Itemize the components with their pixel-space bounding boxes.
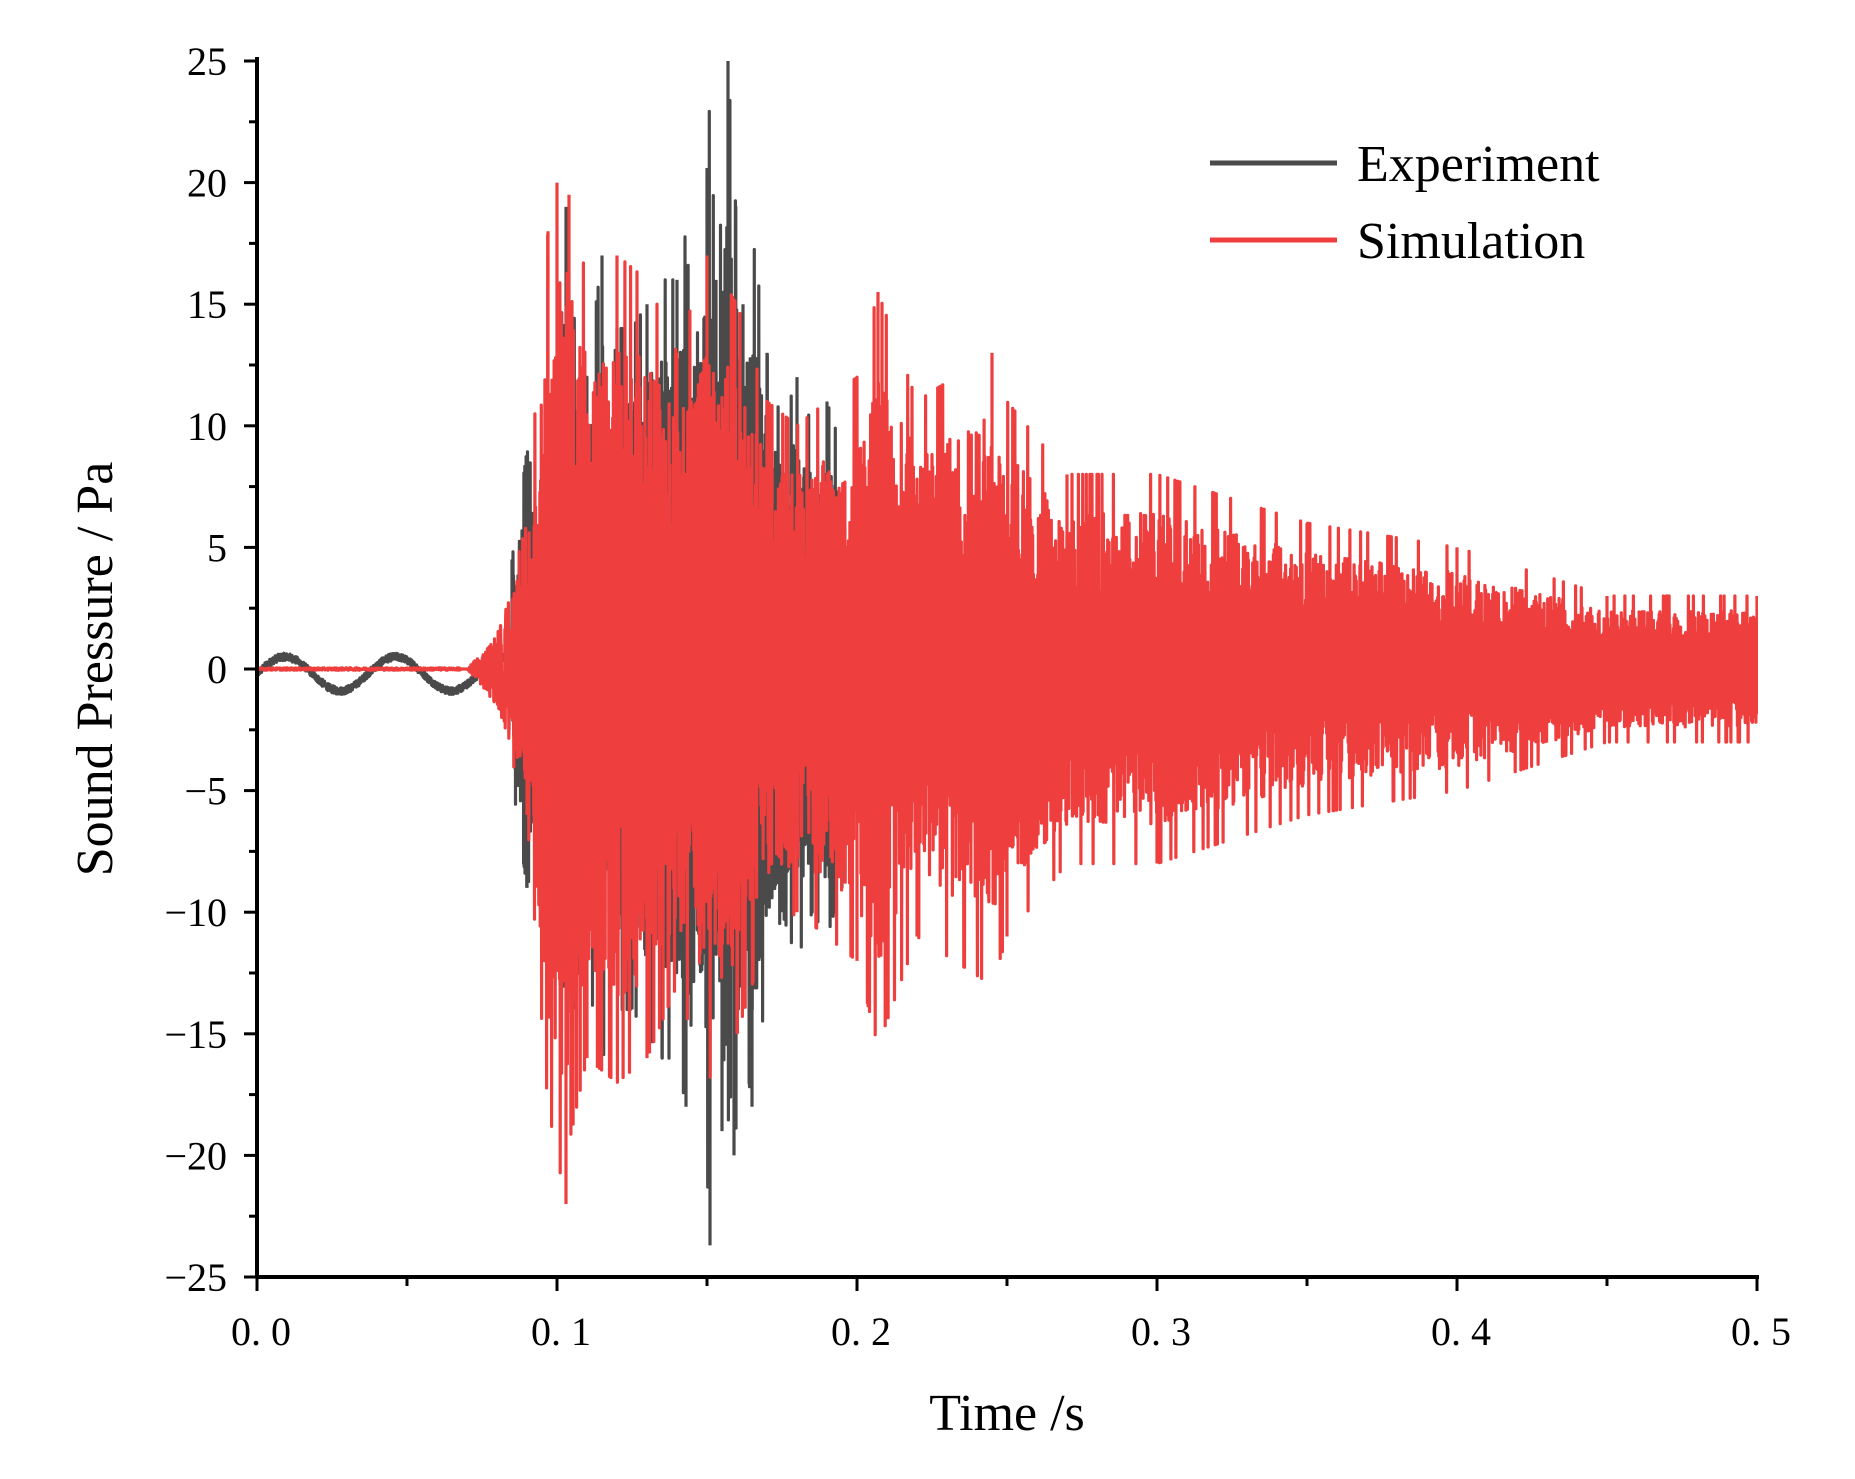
x-tick-label: 0. 1 [531,1309,591,1354]
y-tick-label: −10 [164,890,227,935]
x-tick-label: 0. 3 [1131,1309,1191,1354]
x-tick-label: 0. 5 [1731,1309,1791,1354]
x-tick-label: 0. 2 [831,1309,891,1354]
y-tick-label: −5 [184,769,227,814]
legend-label-experiment: Experiment [1357,136,1600,193]
y-tick-label: 20 [187,161,227,206]
y-tick-label: 25 [187,39,227,84]
y-tick-label: 10 [187,404,227,449]
x-tick-label: 0. 4 [1431,1309,1491,1354]
y-tick-label: 15 [187,282,227,327]
y-tick-label: −20 [164,1133,227,1178]
y-tick-label: 5 [207,525,227,570]
series-line-simulation [256,233,1758,1175]
y-tick-label: 0 [207,647,227,692]
y-tick-label: −15 [164,1012,227,1057]
y-tick-label: −25 [164,1255,227,1300]
y-axis-title: Sound Pressure / Pa [67,462,124,877]
x-axis-title: Time /s [929,1385,1085,1442]
x-tick-label: 0. 0 [231,1309,291,1354]
legend: Experiment Simulation [1210,136,1600,270]
legend-label-simulation: Simulation [1357,213,1585,270]
